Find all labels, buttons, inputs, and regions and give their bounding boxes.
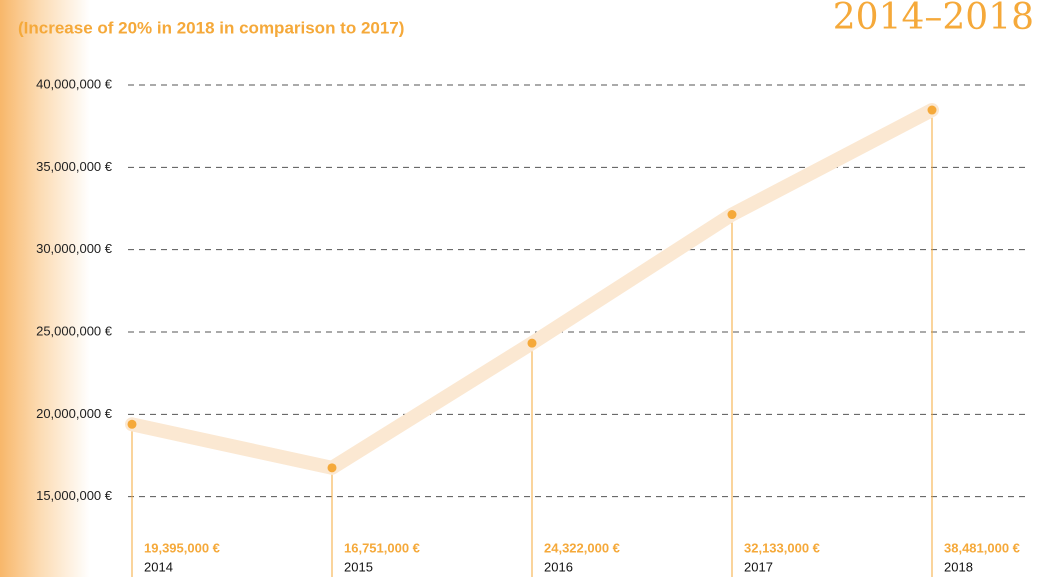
value-label: 19,395,000 € (144, 540, 220, 555)
y-tick-label: 15,000,000 € (36, 488, 113, 503)
y-tick-label: 30,000,000 € (36, 241, 113, 256)
side-strip (0, 0, 90, 577)
value-label: 38,481,000 € (944, 540, 1020, 555)
y-tick-label: 40,000,000 € (36, 76, 113, 91)
y-tick-label: 35,000,000 € (36, 159, 113, 174)
value-label: 24,322,000 € (544, 540, 620, 555)
x-tick-label: 2016 (544, 559, 573, 574)
value-label: 16,751,000 € (344, 540, 420, 555)
x-tick-label: 2017 (744, 559, 773, 574)
data-point (327, 463, 337, 473)
data-point (727, 210, 737, 220)
data-point (927, 105, 937, 115)
data-point (127, 419, 137, 429)
value-label: 32,133,000 € (744, 540, 820, 555)
x-tick-label: 2014 (144, 559, 173, 574)
y-tick-label: 20,000,000 € (36, 406, 113, 421)
chart-subtitle: (Increase of 20% in 2018 in comparison t… (18, 18, 404, 37)
period-label: 2014–2018 (833, 0, 1034, 38)
x-tick-label: 2015 (344, 559, 373, 574)
data-point (527, 338, 537, 348)
y-tick-label: 25,000,000 € (36, 323, 113, 338)
x-tick-label: 2018 (944, 559, 973, 574)
